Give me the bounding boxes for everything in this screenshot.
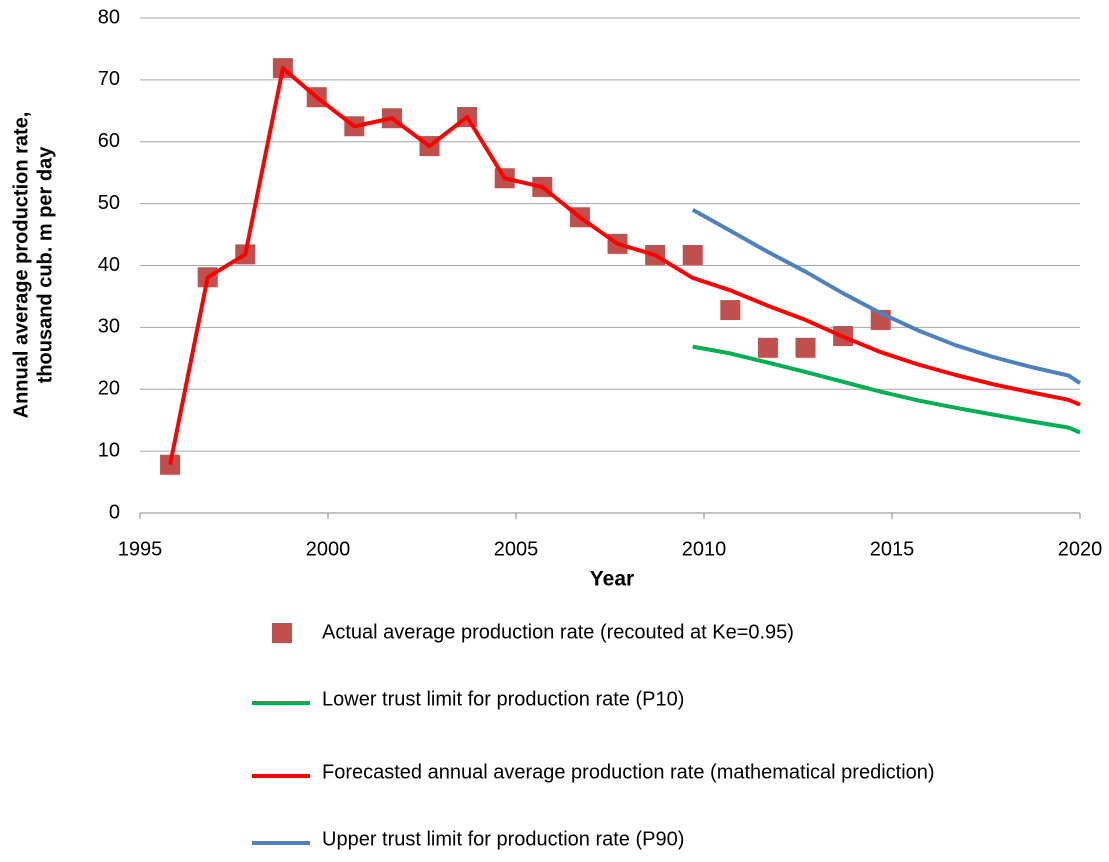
x-tick-label: 2020 — [1058, 538, 1103, 560]
data-point — [720, 300, 741, 321]
x-tick-label: 2015 — [870, 538, 915, 560]
y-tick-label: 10 — [98, 439, 120, 461]
series-line — [692, 344, 1081, 435]
x-tick-label: 2010 — [682, 538, 727, 560]
y-tick-label: 30 — [98, 316, 120, 338]
legend-label: Lower trust limit for production rate (P… — [322, 688, 684, 710]
y-tick-label: 60 — [98, 130, 120, 152]
y-tick-label: 70 — [98, 68, 120, 90]
data-point — [795, 337, 816, 358]
y-tick-label: 40 — [98, 254, 120, 276]
series-line — [691, 208, 1082, 385]
data-point — [682, 244, 703, 265]
legend-label: Upper trust limit for production rate (P… — [322, 828, 684, 850]
legend-label: Forecasted annual average production rat… — [322, 761, 935, 783]
y-tick-label: 0 — [109, 501, 120, 523]
y-axis-label: thousand cub. m per day — [34, 146, 56, 384]
data-point — [757, 337, 778, 358]
x-tick-label: 2000 — [306, 538, 351, 560]
series-line — [168, 66, 1081, 466]
x-tick-label: 1995 — [118, 538, 163, 560]
x-axis-label: Year — [590, 568, 634, 591]
y-tick-label: 20 — [98, 378, 120, 400]
data-point — [160, 454, 181, 475]
y-tick-label: 50 — [98, 192, 120, 214]
y-tick-label: 80 — [98, 6, 120, 28]
legend-marker — [272, 623, 292, 643]
x-tick-label: 2005 — [494, 538, 539, 560]
legend-label: Actual average production rate (recouted… — [322, 621, 794, 643]
y-axis-label: Annual average production rate, — [10, 112, 32, 419]
